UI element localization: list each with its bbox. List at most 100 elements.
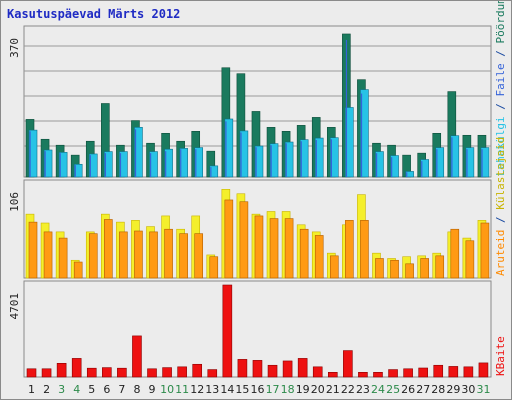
files-bar [421, 161, 423, 177]
x-tick-label: 9 [149, 383, 156, 396]
visitors-bar [329, 255, 339, 279]
pages-bar [239, 130, 249, 178]
legend-entry: / [494, 44, 507, 64]
x-tick-label: 11 [175, 383, 189, 396]
x-tick-label: 5 [88, 383, 95, 396]
files-bar [391, 157, 393, 177]
files-bar [150, 153, 152, 177]
legend-entry: Lehekülgi [494, 116, 507, 176]
visitors-bar [149, 231, 158, 279]
x-tick-label: 3 [58, 383, 65, 396]
pages-bar [284, 141, 294, 178]
kbytes-bar [358, 372, 368, 378]
files-bar [255, 147, 257, 177]
x-tick-label: 28 [431, 383, 445, 396]
x-tick-label: 26 [401, 383, 415, 396]
x-tick-label: 15 [235, 383, 249, 396]
kbytes-bar [327, 372, 338, 378]
visitors-bar [43, 231, 53, 279]
pages-bar [480, 147, 490, 178]
files-bar [406, 172, 408, 177]
legend-middle: Aruteid / Külastajaid [494, 137, 507, 276]
x-tick-label: 16 [251, 383, 265, 396]
visitors-bar [314, 235, 324, 279]
kbytes-bar [207, 369, 218, 378]
visitors-bar [104, 219, 113, 279]
pages-bar [73, 163, 83, 178]
x-tick-label: 23 [356, 383, 370, 396]
files-bar [134, 129, 137, 177]
pages-bar [209, 165, 219, 178]
kbytes-bar [132, 335, 142, 378]
files-bar [451, 137, 453, 177]
files-bar [270, 145, 272, 177]
pages-bar [224, 118, 234, 178]
legend-entry: Pöördumisi [494, 1, 507, 44]
files-bar [375, 153, 378, 177]
y-axis-max-label: 370 [8, 38, 21, 58]
visitors-bar [194, 233, 204, 279]
x-tick-label: 25 [386, 383, 400, 396]
legend-bottom: KBaite [494, 336, 507, 376]
visitors-bar [375, 258, 384, 279]
visitors-bar [254, 215, 264, 279]
x-tick-label: 13 [205, 383, 219, 396]
x-tick-label: 30 [461, 383, 475, 396]
kbytes-bar [56, 363, 67, 378]
x-tick-label: 10 [160, 383, 174, 396]
x-tick-label: 20 [311, 383, 325, 396]
files-bar [285, 143, 287, 177]
visitors-bar [435, 255, 445, 279]
kbytes-bar [237, 359, 248, 378]
legend-entry: KBaite [494, 336, 507, 376]
legend-entry: Külastajaid [494, 137, 507, 210]
x-tick-label: 19 [296, 383, 310, 396]
files-bar [330, 139, 332, 177]
kbytes-bar [71, 358, 82, 378]
pages-bar [88, 153, 98, 178]
x-tick-label: 18 [281, 383, 295, 396]
visitors-bar [420, 258, 429, 279]
x-tick-label: 21 [326, 383, 340, 396]
x-tick-label: 14 [220, 383, 234, 396]
kbytes-bar [267, 364, 278, 378]
kbytes-bar [448, 366, 459, 378]
files-bar [300, 141, 302, 177]
files-bar [225, 121, 227, 177]
x-tick-label: 22 [341, 383, 355, 396]
pages-bar [104, 151, 113, 178]
kbytes-bar [478, 362, 489, 378]
visitors-bar [269, 218, 279, 279]
x-tick-label: 24 [371, 383, 385, 396]
kbytes-bar [26, 368, 37, 378]
pages-bar [164, 148, 173, 178]
kbytes-bar [252, 360, 263, 378]
x-tick-label: 27 [416, 383, 430, 396]
page-title: Kasutuspäevad Märts 2012 [7, 7, 181, 21]
kbytes-bar [117, 367, 127, 378]
y-axis-max-label: 106 [8, 192, 21, 212]
visitors-bar [299, 228, 309, 279]
kbytes-bar [433, 364, 444, 378]
visitors-bar [88, 233, 98, 279]
pages-bar [360, 89, 369, 178]
files-bar [104, 153, 107, 177]
pages-bar [405, 171, 414, 178]
files-bar [345, 39, 348, 177]
pages-bar [149, 151, 158, 178]
kbytes-bar [177, 366, 187, 378]
files-bar [315, 140, 317, 177]
pages-bar [299, 139, 309, 178]
files-bar [466, 149, 468, 177]
files-bar [29, 131, 31, 177]
pages-bar [179, 148, 188, 178]
files-bar [240, 132, 242, 177]
kbytes-bar [102, 367, 112, 378]
pages-bar [465, 147, 475, 178]
x-tick-label: 6 [103, 383, 110, 396]
files-bar [89, 155, 91, 177]
pages-bar [43, 149, 53, 178]
pages-bar [269, 143, 279, 178]
